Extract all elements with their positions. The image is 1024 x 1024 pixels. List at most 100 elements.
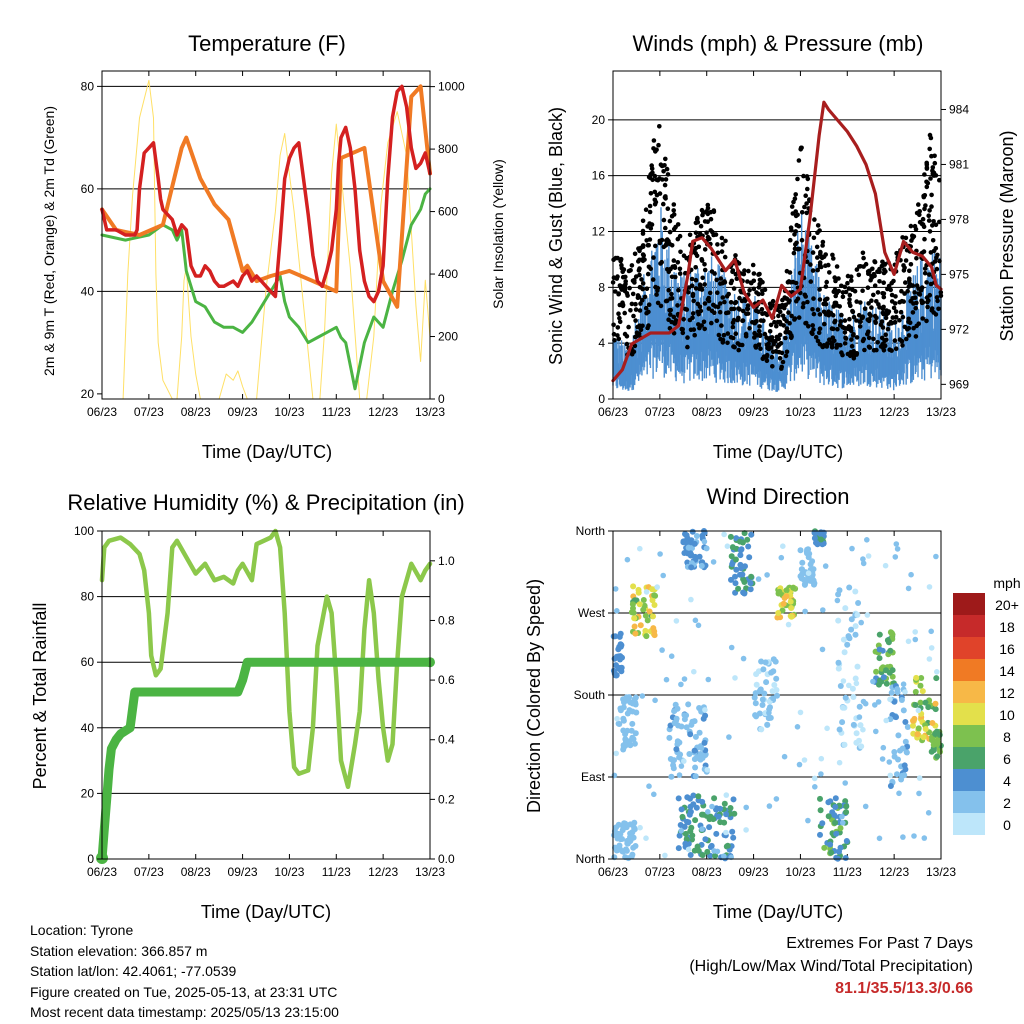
wind-direction-point (627, 821, 634, 828)
wind-direction-point (933, 553, 939, 560)
recent-data-text: Most recent data timestamp: 2025/05/13 2… (30, 1004, 339, 1020)
wind-gust-point (920, 216, 926, 222)
wind-gust-point (922, 236, 927, 242)
wind-direction-point (889, 631, 896, 638)
wind-direction-point (862, 700, 869, 707)
wind-gust-point (751, 286, 757, 292)
wind-gust-point (893, 314, 899, 320)
wind-gust-point (885, 310, 891, 316)
wind-gust-point (675, 303, 680, 308)
wind-gust-point (934, 266, 940, 272)
wind-gust-point (802, 204, 807, 210)
wind-gust-point (690, 293, 696, 299)
wind-direction-point (773, 687, 780, 693)
wind-direction-point (828, 849, 835, 856)
wind-gust-point (698, 283, 703, 289)
wind-direction-point (833, 830, 840, 837)
wind-gust-point (709, 308, 715, 314)
relative-humidity-line (99, 528, 433, 790)
wind-direction-point (763, 679, 770, 686)
wind-direction-point (771, 682, 778, 688)
wind-gust-point (893, 346, 899, 352)
wind-direction-point (629, 700, 636, 707)
wind-direction-point (678, 763, 685, 769)
wind-direction-point (926, 584, 933, 590)
wind-gust-point (640, 228, 646, 234)
wind-gust-point (676, 287, 681, 293)
wind-gust-point (815, 307, 821, 313)
wind-direction-point (651, 592, 658, 599)
wind-gust-point (830, 312, 836, 318)
wind-direction-point (925, 810, 932, 816)
wind-gust-point (661, 217, 667, 223)
wind-direction-point (639, 693, 646, 699)
wind-direction-point (672, 701, 679, 708)
wind-gust-point (692, 332, 697, 338)
wind-gust-point (789, 204, 795, 209)
wind-gust-point (808, 262, 813, 267)
wind-gust-point (662, 163, 667, 168)
wind-gust-point (625, 293, 630, 298)
wind-direction-point (767, 714, 774, 721)
y2-tick-label: 978 (949, 212, 969, 226)
wind-direction-point (748, 531, 755, 538)
temperature-title: Temperature (F) (188, 31, 346, 56)
station-pressure-line (611, 100, 943, 383)
wind-direction-point (760, 666, 767, 673)
wind-direction-point (677, 751, 684, 758)
wind-gust-point (777, 319, 783, 325)
x-tick-label: 13/23 (926, 405, 956, 419)
wind-gust-point (862, 306, 868, 312)
wind-gust-point (724, 310, 729, 316)
wind-gust-point (711, 302, 716, 308)
wind-direction-point (850, 694, 857, 700)
wind-direction-point (805, 570, 812, 576)
wind-gust-point (793, 213, 799, 219)
wind-gust-point (698, 223, 704, 229)
wind-direction-point (894, 771, 900, 778)
wind-direction-point (670, 765, 677, 772)
wind-direction-point (660, 572, 666, 579)
legend-swatch (953, 747, 985, 769)
wind-direction-point (839, 719, 846, 726)
wind-direction-point (911, 833, 917, 839)
wind-gust-point (722, 254, 728, 260)
wind-gust-point (678, 249, 683, 255)
wind-direction-point (679, 813, 686, 820)
wind-direction-point (728, 644, 735, 651)
wind-direction-point (728, 553, 735, 560)
wind-gust-point (685, 335, 690, 340)
x-tick-label: 10/23 (274, 405, 304, 419)
wind-gust-point (897, 318, 902, 323)
wind-direction-point (913, 674, 920, 681)
wind-direction-point (644, 617, 651, 624)
wind-gust-point (836, 276, 841, 281)
wind-gust-point (823, 252, 828, 257)
wind-gust-point (929, 153, 934, 159)
wind-direction-point (651, 791, 657, 798)
wind-direction-point (671, 757, 677, 764)
wind-direction-point (685, 846, 692, 853)
wind-direction-point (774, 614, 781, 621)
humidity-ylabel: Percent & Total Rainfall (30, 603, 50, 790)
wind-gust-point (718, 276, 724, 281)
wind-gust-point (795, 176, 800, 182)
wind-gust-point (817, 264, 823, 270)
wind-direction-point (835, 591, 842, 598)
wind-gust-point (935, 298, 940, 304)
wind-direction-point (715, 813, 722, 820)
wind-direction-point (646, 783, 652, 789)
wind-gust-point (782, 316, 787, 322)
wind-direction-point (839, 704, 846, 711)
wind-gust-point (866, 344, 872, 350)
wind-gust-point (688, 327, 694, 333)
wind-direction-point (691, 540, 698, 547)
wind-gust-point (817, 260, 823, 265)
wind-gust-point (705, 202, 711, 208)
wind-gust-point (736, 347, 741, 353)
wind-gust-point (827, 270, 832, 275)
wind-gust-point (721, 332, 727, 338)
wind-direction-point (743, 804, 749, 811)
wind-gust-point (633, 301, 638, 307)
wind-direction-point (743, 827, 749, 833)
